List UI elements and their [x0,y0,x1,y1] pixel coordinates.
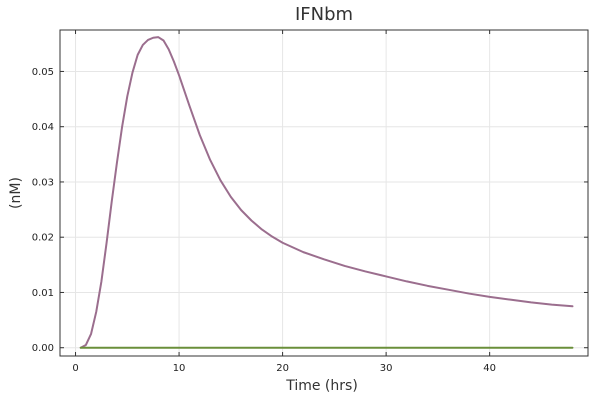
y-tick-label: 0.02 [32,233,54,244]
plot-frame [59,29,589,357]
chart-title: IFNbm [295,4,353,25]
x-tick-label: 40 [483,363,496,374]
y-tick-label: 0.01 [32,288,54,299]
grid [60,30,588,356]
y-axis-label: (nM) [8,177,24,209]
y-axis: 0.00 0.01 0.02 0.03 0.04 0.05 [32,67,588,354]
plot-lines [79,36,574,349]
x-axis-label: Time (hrs) [285,378,358,394]
y-tick-label: 0.04 [32,122,54,133]
y-tick-label: 0.05 [32,67,54,78]
y-tick-label: 0.03 [32,177,54,188]
x-tick-label: 30 [380,363,393,374]
series-line-1 [79,36,574,349]
x-tick-label: 10 [173,363,186,374]
x-tick-label: 0 [72,363,78,374]
y-tick-label: 0.00 [32,343,54,354]
x-tick-label: 20 [276,363,289,374]
x-axis: 0 10 20 30 40 [72,30,496,374]
